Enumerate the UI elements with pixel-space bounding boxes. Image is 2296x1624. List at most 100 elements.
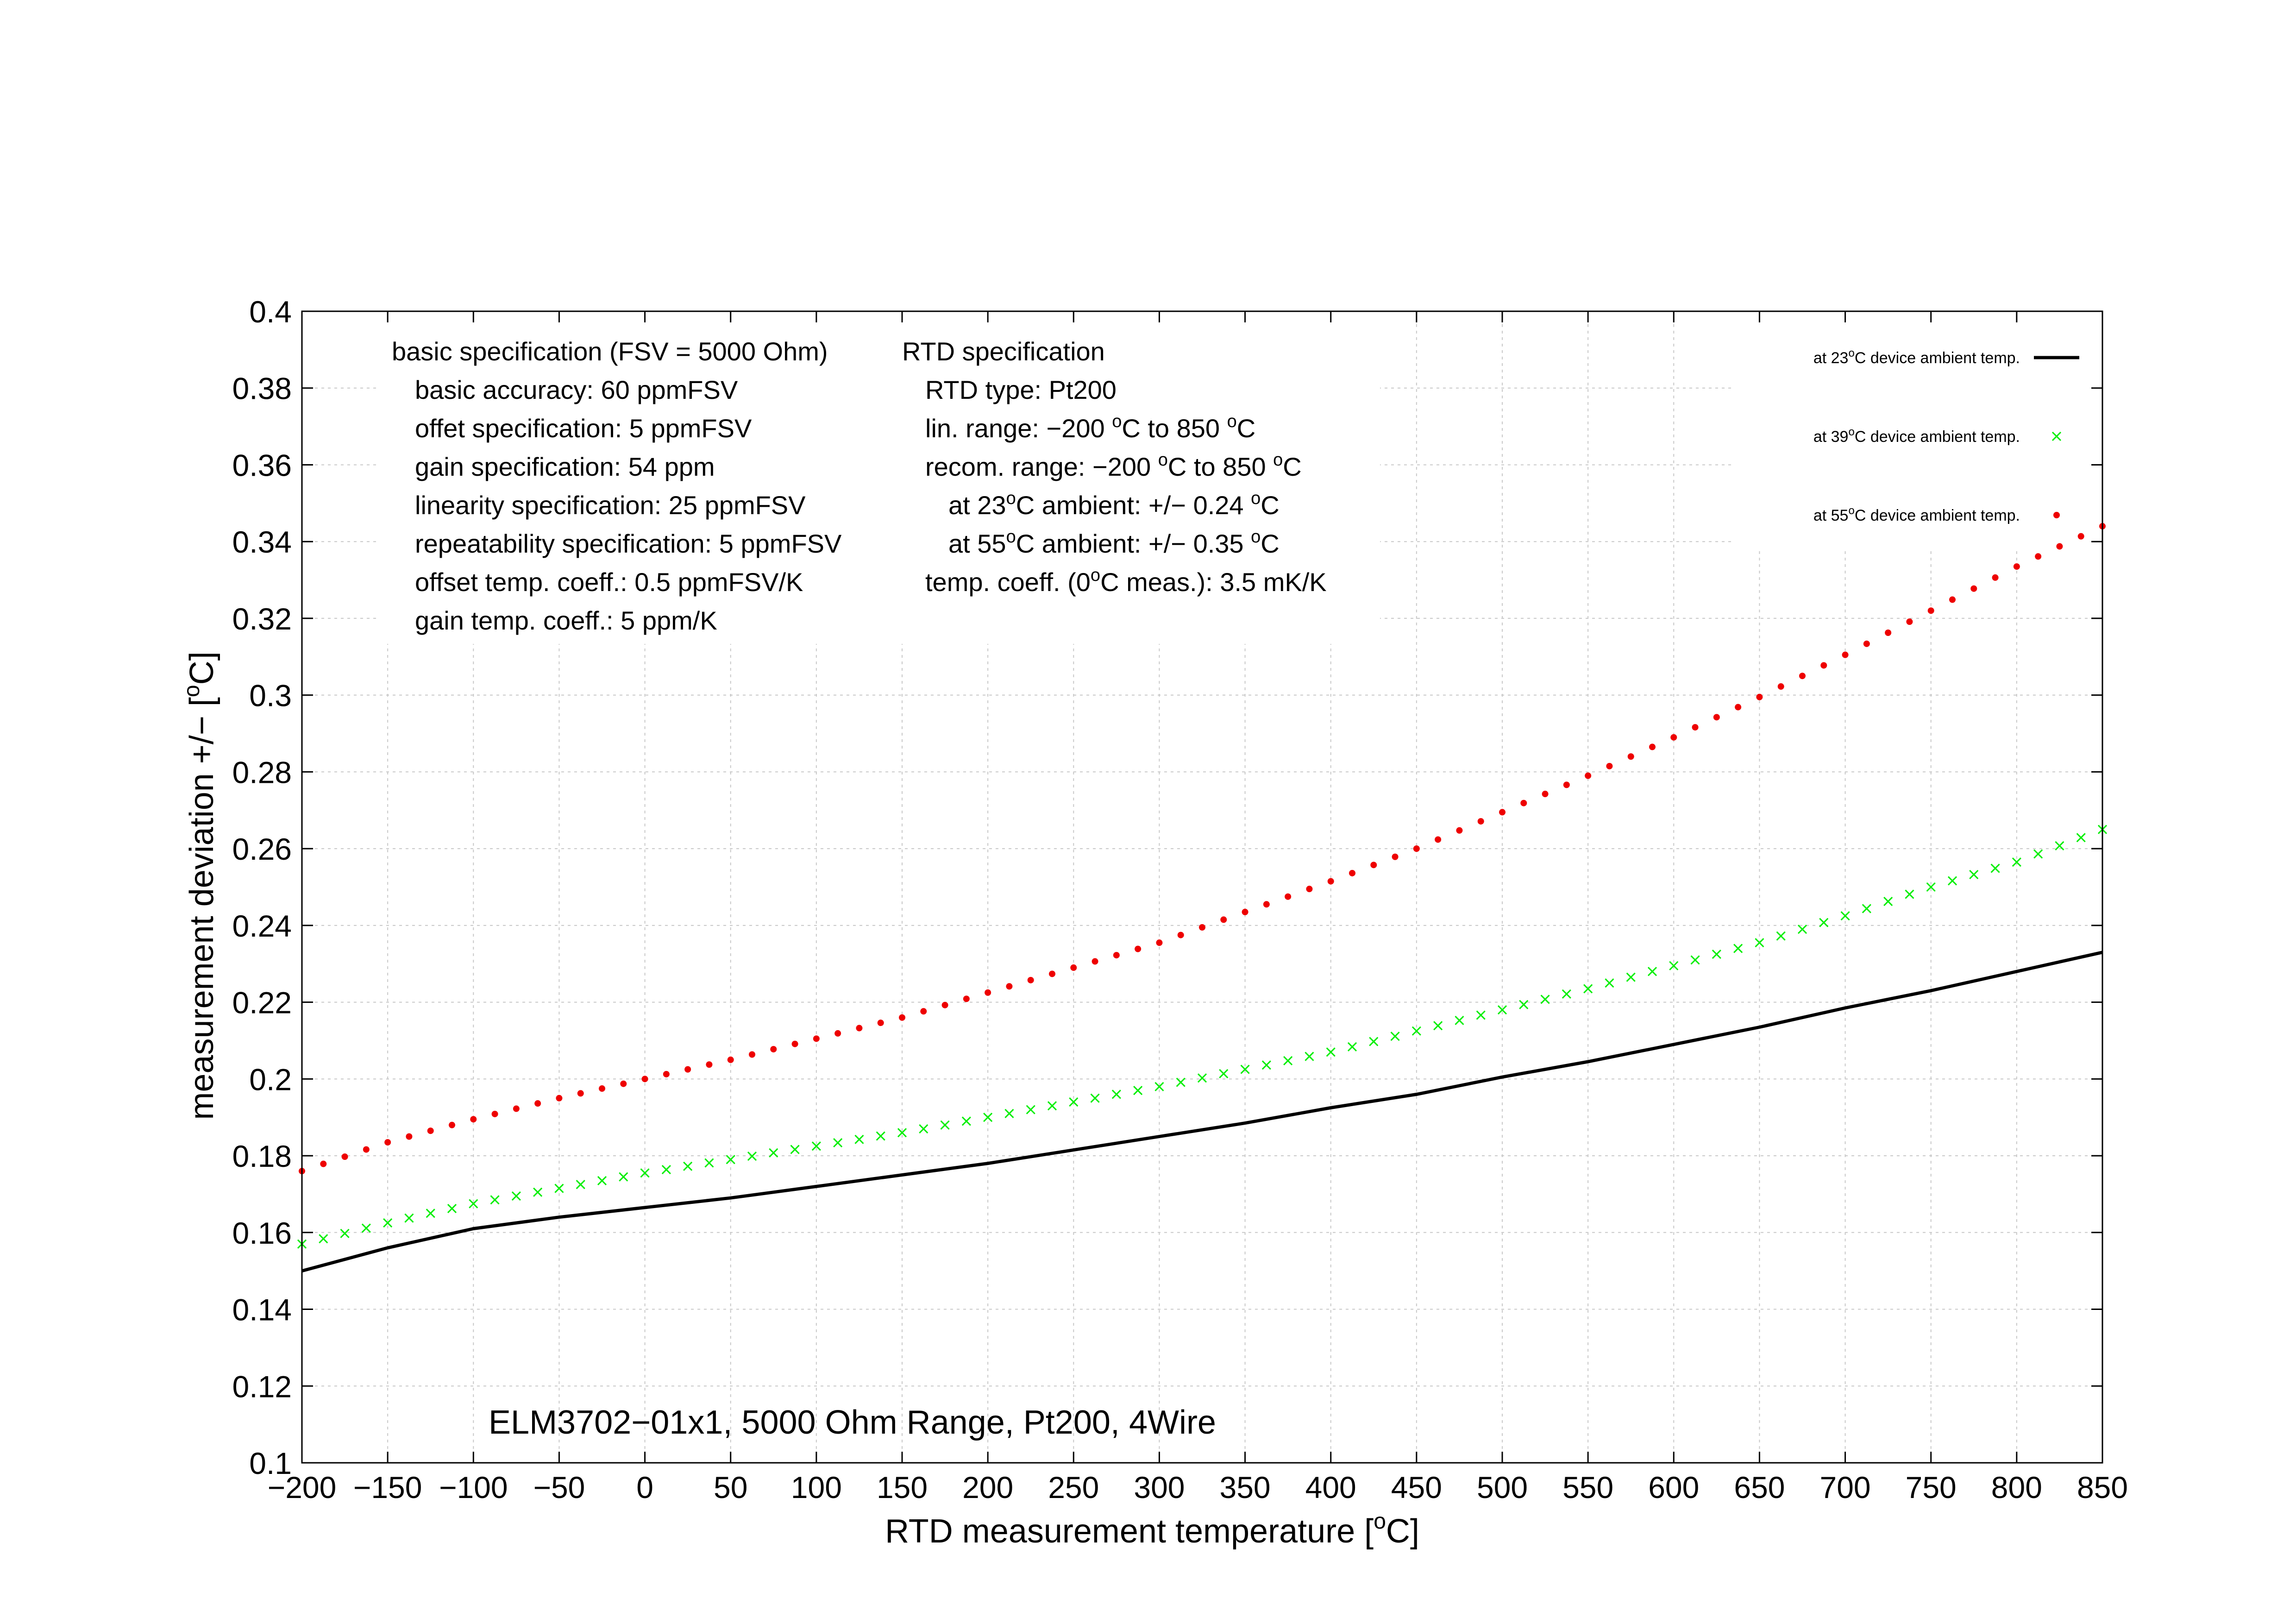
x-tick-label: 550 — [1562, 1470, 1613, 1504]
x-tick-label: −200 — [268, 1470, 337, 1504]
data-point-55c — [1970, 585, 1977, 592]
data-point-39c — [1969, 870, 1979, 880]
data-point-55c — [1477, 818, 1484, 825]
data-point-55c — [1735, 704, 1742, 711]
data-point-39c — [1305, 1051, 1314, 1061]
data-point-55c — [1649, 743, 1656, 750]
data-point-39c — [919, 1124, 928, 1134]
basic-spec-line: gain temp. coeff.: 5 ppm/K — [415, 606, 717, 635]
data-point-39c — [426, 1209, 435, 1218]
data-point-55c — [577, 1090, 584, 1097]
basic-spec-line: offet specification: 5 ppmFSV — [415, 414, 752, 443]
basic-spec-line: basic specification (FSV = 5000 Ohm) — [392, 337, 828, 366]
x-tick-label: −50 — [533, 1470, 585, 1504]
spec-box — [380, 324, 1380, 644]
data-point-55c — [534, 1100, 541, 1107]
data-point-39c — [1004, 1108, 1014, 1118]
data-point-39c — [1733, 944, 1743, 953]
data-point-55c — [1435, 836, 1442, 843]
x-tick-label: 150 — [877, 1470, 928, 1504]
data-point-55c — [641, 1076, 648, 1083]
data-point-39c — [1840, 911, 1850, 921]
legend-swatch-dot — [2053, 512, 2060, 518]
x-tick-label: 800 — [1991, 1470, 2042, 1504]
rtd-spec-line: RTD type: Pt200 — [925, 375, 1117, 404]
data-point-55c — [427, 1127, 434, 1134]
x-tick-label: 200 — [962, 1470, 1013, 1504]
basic-spec-line: basic accuracy: 60 ppmFSV — [415, 375, 738, 404]
data-point-55c — [1263, 901, 1270, 908]
data-point-39c — [1069, 1097, 1079, 1107]
data-point-55c — [899, 1014, 905, 1021]
data-point-55c — [834, 1030, 841, 1037]
data-point-39c — [940, 1120, 950, 1130]
data-point-55c — [1027, 976, 1034, 983]
data-point-39c — [533, 1187, 543, 1197]
data-point-39c — [1797, 925, 1807, 934]
rtd-spec-line: recom. range: −200 oC to 850 oC — [925, 450, 1302, 481]
chart-title: ELM3702−01x1, 5000 Ohm Range, Pt200, 4Wi… — [489, 1404, 1216, 1441]
data-point-39c — [1926, 882, 1936, 892]
data-point-55c — [856, 1025, 863, 1032]
data-point-39c — [319, 1234, 328, 1244]
series-line-23c — [301, 950, 2103, 1273]
data-point-39c — [1990, 863, 2000, 873]
data-point-55c — [2056, 543, 2063, 550]
data-point-39c — [1411, 1026, 1421, 1036]
data-point-39c — [833, 1138, 843, 1148]
legend-label: at 23oC device ambient temp. — [1813, 347, 2020, 367]
data-point-39c — [1883, 897, 1893, 906]
data-point-55c — [1863, 640, 1870, 647]
data-point-55c — [791, 1040, 798, 1047]
data-point-39c — [1755, 938, 1764, 948]
data-point-39c — [2033, 849, 2043, 859]
data-point-55c — [449, 1121, 455, 1128]
x-tick-label: −100 — [439, 1470, 508, 1504]
data-point-39c — [1047, 1101, 1057, 1111]
data-point-39c — [361, 1223, 371, 1233]
y-tick-label: 0.18 — [232, 1139, 292, 1173]
data-point-39c — [554, 1183, 564, 1193]
data-point-55c — [1113, 952, 1120, 959]
data-point-55c — [1092, 958, 1098, 965]
data-point-39c — [1197, 1073, 1207, 1083]
data-point-55c — [1842, 651, 1849, 658]
y-tick-label: 0.1 — [249, 1446, 292, 1480]
data-point-39c — [1583, 984, 1593, 994]
x-tick-label: 350 — [1220, 1470, 1271, 1504]
data-point-55c — [341, 1153, 348, 1160]
y-tick-label: 0.4 — [249, 295, 292, 329]
data-point-55c — [1349, 869, 1355, 876]
y-tick-label: 0.26 — [232, 832, 292, 866]
data-point-55c — [963, 995, 970, 1002]
data-point-55c — [1327, 878, 1334, 885]
data-point-55c — [363, 1146, 370, 1153]
x-tick-label: −150 — [353, 1470, 422, 1504]
data-point-55c — [1777, 683, 1784, 690]
data-point-55c — [1606, 762, 1613, 769]
data-point-39c — [1433, 1021, 1443, 1031]
data-point-55c — [2013, 563, 2020, 570]
x-tick-label: 650 — [1734, 1470, 1785, 1504]
data-point-55c — [1585, 772, 1592, 779]
data-point-55c — [1177, 932, 1184, 938]
data-point-55c — [2077, 533, 2084, 540]
data-point-55c — [1049, 970, 1055, 977]
data-point-39c — [1283, 1056, 1293, 1066]
data-point-39c — [1090, 1093, 1100, 1103]
y-tick-label: 0.36 — [232, 448, 292, 482]
rtd-spec-line: at 55oC ambient: +/− 0.35 oC — [948, 527, 1280, 558]
data-point-39c — [1819, 918, 1829, 927]
data-point-55c — [727, 1056, 734, 1063]
data-point-55c — [770, 1046, 777, 1053]
data-point-55c — [1885, 629, 1892, 636]
data-point-55c — [1670, 734, 1677, 741]
series-layer — [297, 523, 2108, 1273]
data-point-55c — [513, 1105, 520, 1112]
data-point-39c — [1390, 1032, 1400, 1041]
data-point-55c — [1135, 945, 1142, 952]
data-point-39c — [383, 1218, 393, 1228]
basic-spec-line: gain specification: 54 ppm — [415, 452, 715, 481]
data-point-39c — [1261, 1060, 1271, 1070]
data-point-55c — [1799, 673, 1806, 680]
